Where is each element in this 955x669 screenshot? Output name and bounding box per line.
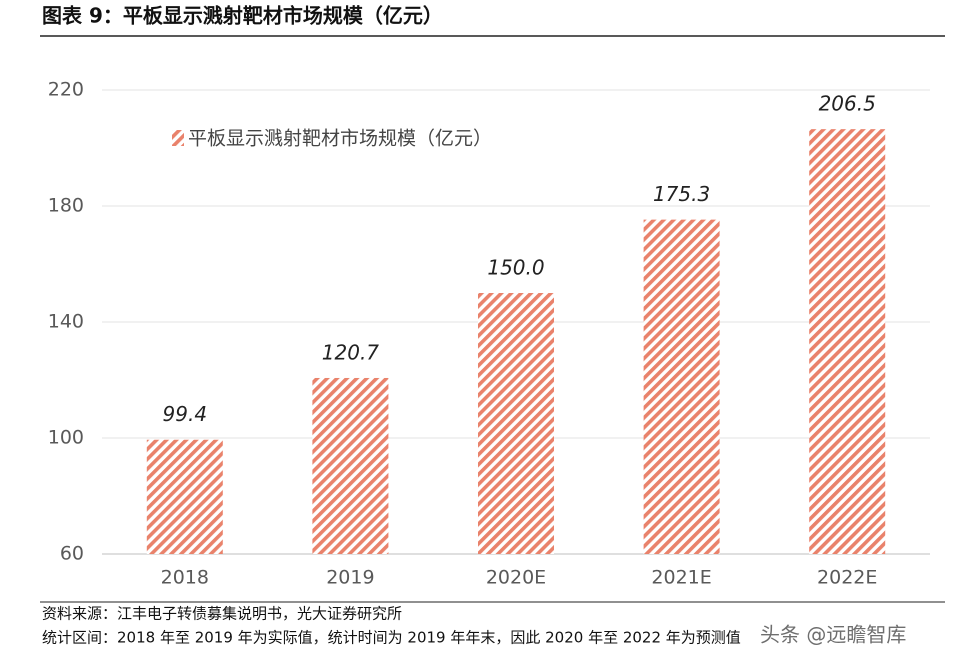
value-label: 175.3: [653, 182, 710, 206]
bar: [809, 129, 886, 554]
watermark: 头条 @远瞻智库: [760, 623, 906, 647]
y-tick-label: 60: [60, 543, 84, 565]
x-tick-label: 2021E: [651, 567, 711, 589]
value-label: 206.5: [819, 92, 876, 116]
bar: [312, 377, 389, 554]
value-label: 120.7: [322, 340, 380, 364]
x-tick-label: 2018: [161, 567, 209, 589]
legend-swatch: [172, 130, 184, 146]
bar: [478, 293, 554, 554]
x-tick-label: 2019: [326, 567, 374, 589]
bar: [643, 219, 720, 554]
y-tick-label: 220: [48, 79, 84, 101]
y-tick-label: 140: [48, 311, 84, 333]
value-label: 150.0: [487, 256, 544, 280]
note: 统计区间：2018 年至 2019 年为实际值，统计时间为 2019 年年末，因…: [42, 629, 741, 647]
chart-title: 图表 9：平板显示溅射靶材市场规模（亿元）: [42, 4, 443, 28]
y-tick-label: 180: [48, 195, 84, 217]
value-label: 99.4: [163, 402, 208, 426]
source: 资料来源：江丰电子转债募集说明书，光大证券研究所: [42, 605, 402, 623]
bar: [146, 439, 223, 554]
legend-label: 平板显示溅射靶材市场规模（亿元）: [188, 128, 492, 150]
y-tick-label: 100: [48, 427, 84, 449]
x-tick-label: 2020E: [486, 567, 546, 589]
x-tick-label: 2022E: [817, 567, 877, 589]
